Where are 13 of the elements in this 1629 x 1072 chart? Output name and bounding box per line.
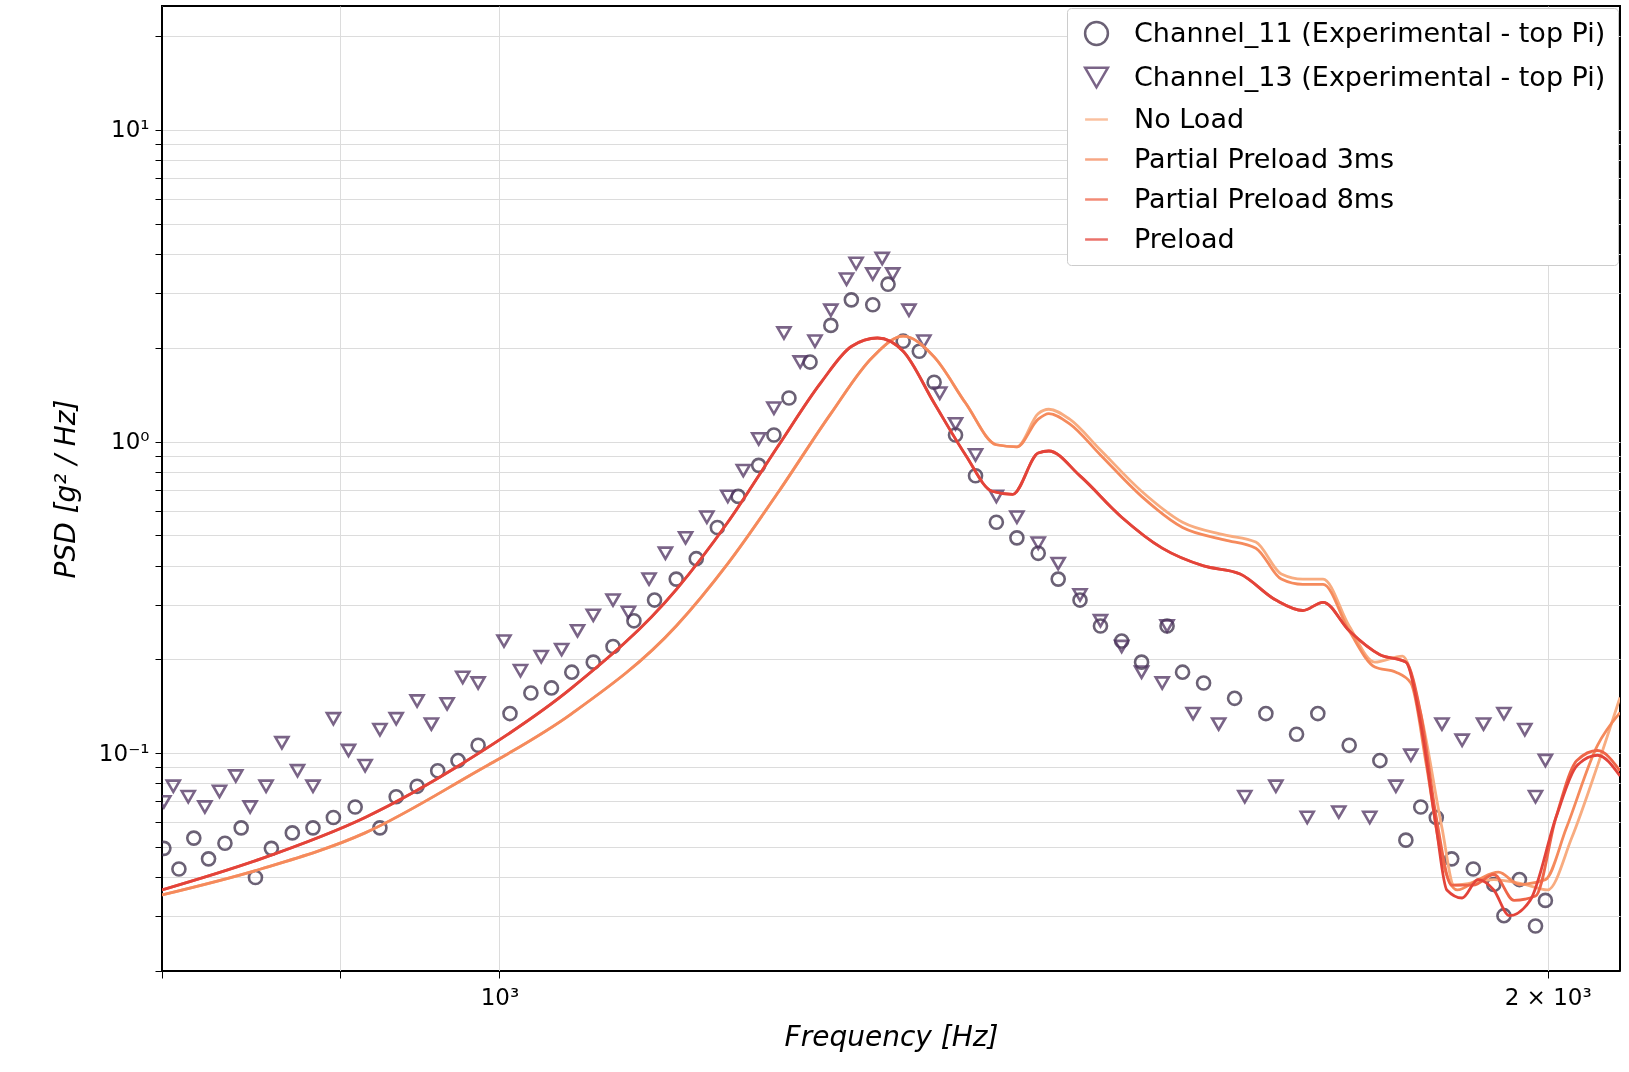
legend-label: No Load (1134, 102, 1245, 134)
legend-label: Partial Preload 3ms (1134, 142, 1395, 174)
x-axis-title: Frequency [Hz] (784, 1019, 999, 1053)
x-tick-label: 10³ (480, 983, 520, 1010)
legend-label: Channel_13 (Experimental - top Pi) (1134, 60, 1606, 92)
y-tick-label: 10¹ (111, 116, 150, 143)
legend-label: Channel_11 (Experimental - top Pi) (1134, 16, 1606, 48)
x-tick-label: 2 × 10³ (1504, 983, 1592, 1010)
y-tick-label: 10⁰ (111, 428, 150, 455)
y-tick-label: 10⁻¹ (98, 739, 150, 766)
legend-label: Partial Preload 8ms (1134, 182, 1395, 214)
y-axis-title: PSD [g² / Hz] (48, 399, 82, 579)
legend-label: Preload (1134, 222, 1235, 254)
